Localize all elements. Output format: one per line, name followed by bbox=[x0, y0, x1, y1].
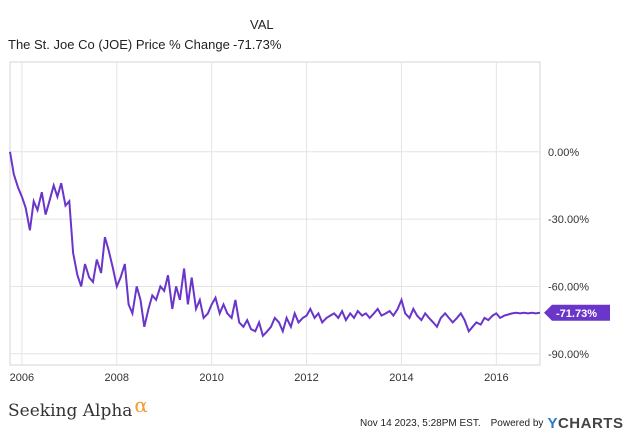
ycharts-logo: YCHARTS bbox=[547, 415, 623, 432]
y-axis-ticks: 0.00% -30.00% -60.00% -90.00% bbox=[548, 147, 589, 361]
x-tick-label: 2010 bbox=[199, 372, 223, 384]
y-tick-label: -90.00% bbox=[548, 349, 589, 361]
footer-info: Nov 14 2023, 5:28PM EST. Powered by YCHA… bbox=[360, 415, 623, 432]
series-line-joe bbox=[9, 151, 541, 338]
brand-name: Seeking Alpha bbox=[8, 401, 133, 421]
powered-by-label: Powered by bbox=[490, 418, 544, 429]
legend-row: The St. Joe Co (JOE) Price % Change -71.… bbox=[8, 37, 281, 52]
timestamp: Nov 14 2023, 5:28PM EST. bbox=[360, 418, 481, 429]
alpha-symbol: α bbox=[134, 393, 148, 417]
y-tick-label: -60.00% bbox=[548, 281, 589, 293]
series-name: The St. Joe Co (JOE) Price % Change bbox=[8, 37, 230, 52]
x-tick-label: 2016 bbox=[484, 372, 508, 384]
plot-frame bbox=[9, 61, 541, 366]
chart-grid bbox=[9, 61, 541, 366]
ycharts-logo-rest: CHARTS bbox=[557, 415, 624, 432]
x-axis-ticks: 2006 2008 2010 2012 2014 2016 bbox=[10, 372, 509, 384]
x-tick-label: 2012 bbox=[294, 372, 318, 384]
last-value-badge: -71.73% bbox=[544, 304, 610, 321]
seeking-alpha-logo: Seeking Alpha α bbox=[8, 393, 148, 421]
x-tick-label: 2014 bbox=[389, 372, 413, 384]
y-tick-label: -30.00% bbox=[548, 214, 589, 226]
last-value-badge-text: -71.73% bbox=[556, 308, 597, 320]
y-tick-label: 0.00% bbox=[548, 147, 579, 159]
x-tick-label: 2006 bbox=[10, 372, 34, 384]
series-value: -71.73% bbox=[233, 37, 282, 52]
ycharts-logo-y: Y bbox=[547, 415, 558, 432]
powered-by: Powered by YCHARTS bbox=[491, 415, 624, 432]
last-value-badge-shape bbox=[544, 304, 610, 321]
x-tick-label: 2008 bbox=[105, 372, 129, 384]
legend-header: VAL bbox=[250, 17, 274, 32]
